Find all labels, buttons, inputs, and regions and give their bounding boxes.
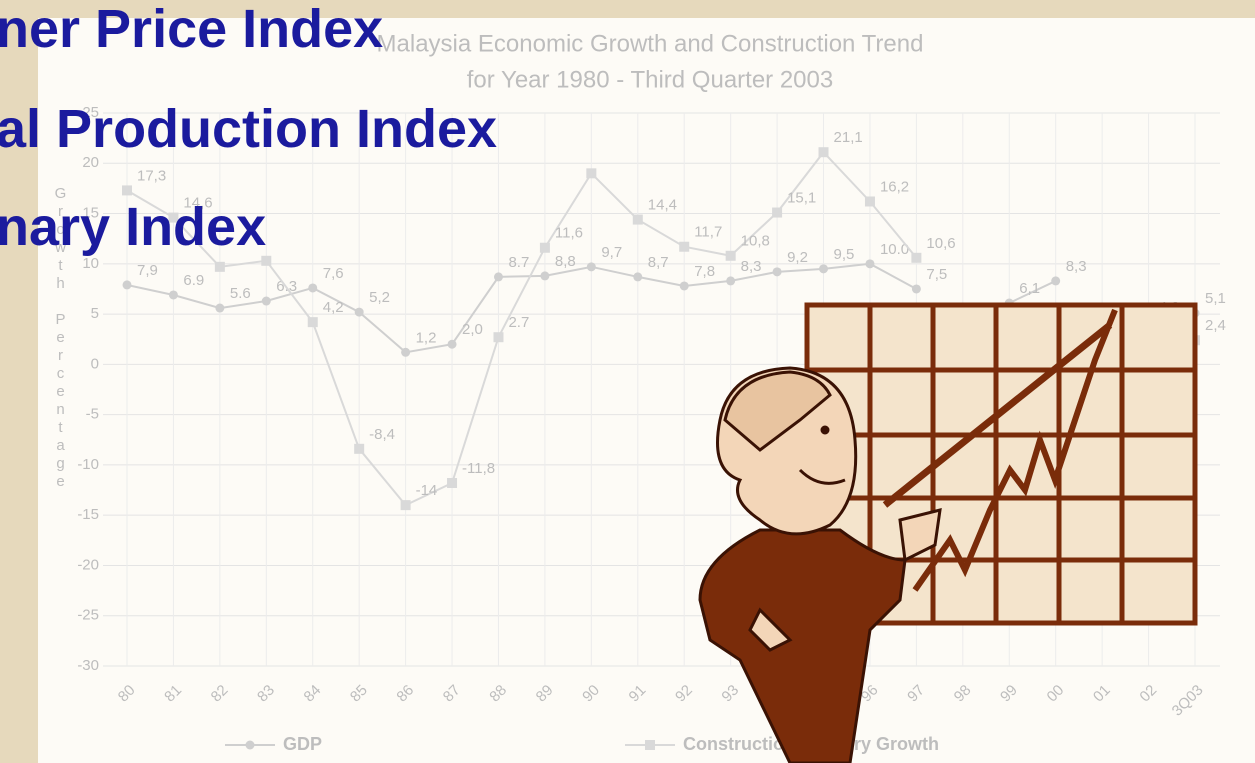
slide-text: ner Price Index — [0, 2, 383, 56]
slide-text: al Production Index — [0, 102, 497, 156]
slide-text: nary Index — [0, 200, 266, 254]
slide: Malaysia Economic Growth and Constructio… — [0, 0, 1255, 763]
